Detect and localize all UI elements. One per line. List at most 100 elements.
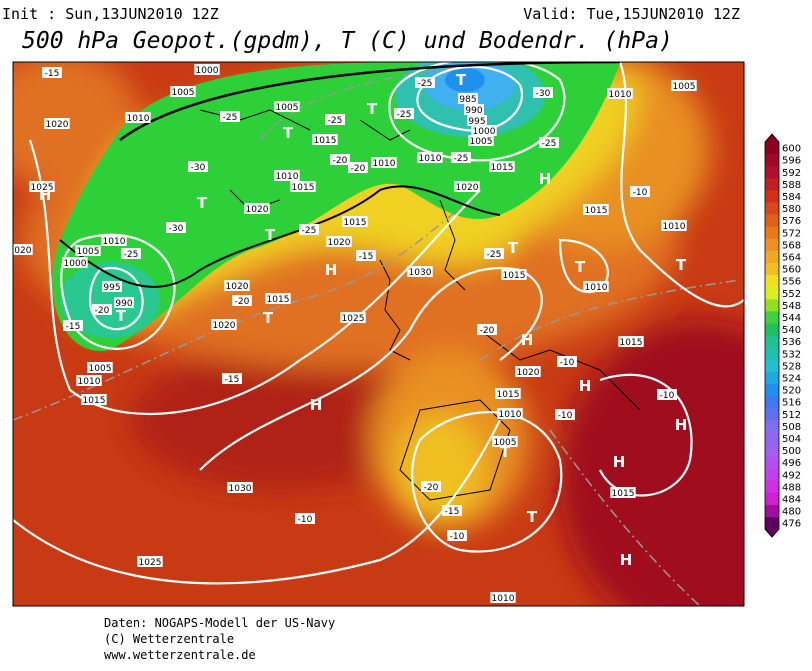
isobar-label: 1015 <box>503 271 526 281</box>
color-swatch <box>765 396 779 409</box>
isobar-label-box <box>13 244 33 255</box>
temperature-label: -25 <box>454 154 469 164</box>
colorbar-label: 488 <box>782 482 801 493</box>
pressure-center: T <box>676 256 687 274</box>
color-swatch <box>765 432 779 445</box>
pressure-center: T <box>116 307 127 325</box>
color-swatch <box>765 359 779 373</box>
isobar-label: 985 <box>459 95 476 105</box>
isobar-label: 1025 <box>139 558 162 568</box>
isobar-label-box <box>125 112 151 123</box>
isobar-label-box <box>417 152 443 163</box>
colorbar-label: 588 <box>782 180 801 191</box>
temperature-label: -20 <box>480 326 495 336</box>
temperature-label-box <box>356 250 376 261</box>
colorbar-label: 536 <box>782 337 801 348</box>
color-swatch <box>765 226 779 240</box>
color-swatch <box>765 202 779 216</box>
isobar-label: 1010 <box>276 172 299 182</box>
colorbar-label: 548 <box>782 301 801 312</box>
color-swatch <box>765 238 779 252</box>
isobar-label-box <box>492 436 518 447</box>
isobar-label: 1010 <box>103 237 126 247</box>
temperature-label-box <box>415 77 435 88</box>
isobar-label-box <box>274 170 300 181</box>
map-frame <box>12 61 745 607</box>
isobar-label: 1015 <box>620 338 643 348</box>
isobar-label: 1015 <box>612 489 635 499</box>
isobar-label: 1010 <box>585 283 608 293</box>
temperature-label: -10 <box>558 411 573 421</box>
pressure-center: H <box>620 551 633 569</box>
colorbar-label: 592 <box>782 168 801 179</box>
color-swatch <box>765 408 779 421</box>
isobar-label: 1000 <box>473 127 496 137</box>
pressure-center: H <box>539 170 552 188</box>
isobar-label: 1020 <box>9 246 32 256</box>
temperature-label: -25 <box>397 110 412 120</box>
colorbar-label: 552 <box>782 289 801 300</box>
temperature-label-box <box>330 154 350 165</box>
init-time: Init : Sun,13JUN2010 12Z <box>2 5 219 23</box>
temperature-label: -10 <box>560 358 575 368</box>
color-swatch <box>765 190 779 203</box>
isobar-label: 1015 <box>497 390 520 400</box>
temperature-label: -30 <box>169 224 184 234</box>
footer-line: www.wetterzentrale.de <box>104 648 256 662</box>
temperature-label-box <box>442 505 462 516</box>
temperature-label: -10 <box>660 391 675 401</box>
temperature-label-box <box>220 111 240 122</box>
temperature-label-box <box>92 304 112 315</box>
isobar-label: 1015 <box>292 183 315 193</box>
colorbar-label: 532 <box>782 349 801 360</box>
isobar-label-box <box>265 293 291 304</box>
isobar-label: 1020 <box>517 368 540 378</box>
color-swatch <box>765 505 779 518</box>
pressure-center: T <box>456 71 467 89</box>
isobar-label-box <box>224 280 250 291</box>
isobar-label-box <box>607 88 633 99</box>
isobar-label: 1015 <box>491 163 514 173</box>
footer-line: Daten: NOGAPS-Modell der US-Navy <box>104 616 335 630</box>
isobar-label-box <box>170 86 196 97</box>
pressure-center: T <box>197 194 208 212</box>
isobar-label: 995 <box>103 283 120 293</box>
pressure-center: T <box>263 309 274 327</box>
temperature-label-box <box>166 222 186 233</box>
isobar-label: 1010 <box>492 594 515 604</box>
pressure-center: T <box>500 443 511 461</box>
color-swatch <box>765 142 779 155</box>
isobar-label: 1015 <box>585 206 608 216</box>
temperature-label: -15 <box>45 69 60 79</box>
isobar-label-box <box>227 482 253 493</box>
color-swatch <box>765 323 779 337</box>
temperature-label: -10 <box>298 515 313 525</box>
temperature-label-box <box>42 67 62 78</box>
map-field: 1000100510101020102510051015101010151020… <box>9 62 744 606</box>
temperature-label: -15 <box>359 252 374 262</box>
isobar-label-box <box>490 592 516 603</box>
pressure-center: T <box>527 508 538 526</box>
isobar-label: 1030 <box>409 268 432 278</box>
colorbar-label: 504 <box>782 434 801 445</box>
isobar-label: 990 <box>465 106 482 116</box>
temperature-label-box <box>484 248 504 259</box>
valid-time: Valid: Tue,15JUN2010 12Z <box>523 5 740 23</box>
isobar-label-box <box>312 134 338 145</box>
color-swatch <box>765 311 779 324</box>
isobar-label-box <box>671 80 697 91</box>
isobar-label-box <box>44 118 70 129</box>
isobar-label-box <box>583 204 609 215</box>
temperature-label: -10 <box>633 188 648 198</box>
isobar-label-box <box>471 125 497 136</box>
temperature-label: -20 <box>95 306 110 316</box>
isobar-label: 1020 <box>456 183 479 193</box>
isobar-label: 1015 <box>267 295 290 305</box>
temperature-label: -10 <box>450 532 465 542</box>
temperature-label: -25 <box>302 226 317 236</box>
isobar-label-box <box>610 487 636 498</box>
temperature-label-box <box>451 152 471 163</box>
isobar-label-box <box>76 375 102 386</box>
colorbar-label: 512 <box>782 410 801 421</box>
isobar-label: 990 <box>115 299 132 309</box>
